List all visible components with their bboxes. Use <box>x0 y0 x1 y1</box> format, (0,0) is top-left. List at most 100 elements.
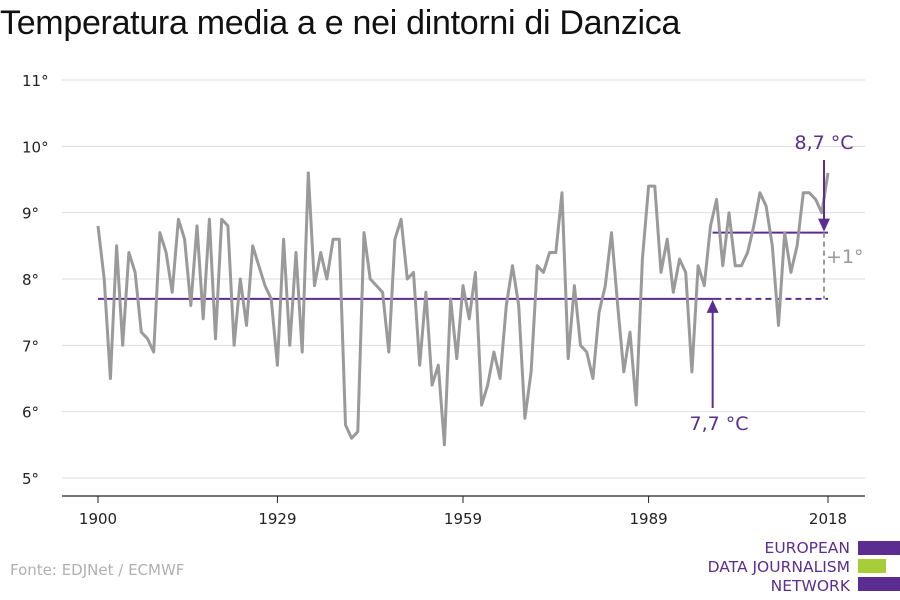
annotation-difference: +1° <box>826 246 864 268</box>
data-point <box>276 364 278 366</box>
annotation-layer: 8,7 °C 7,7 °C +1° <box>689 132 863 435</box>
data-point <box>487 384 489 386</box>
data-point <box>821 211 823 213</box>
data-point <box>790 271 792 273</box>
data-point <box>783 231 785 233</box>
data-point <box>245 324 247 326</box>
data-point <box>134 271 136 273</box>
data-point <box>610 231 612 233</box>
arrow-recent-head <box>818 218 830 232</box>
data-point <box>122 344 124 346</box>
grid-layer <box>62 79 865 479</box>
data-point <box>697 265 699 267</box>
data-point <box>227 225 229 227</box>
chart-title: Temperatura media a e nei dintorni di Da… <box>0 4 681 42</box>
data-point <box>517 304 519 306</box>
data-point <box>418 364 420 366</box>
data-point <box>709 225 711 227</box>
data-point <box>289 344 291 346</box>
data-point <box>530 371 532 373</box>
data-point <box>660 271 662 273</box>
data-point <box>641 258 643 260</box>
data-point <box>753 225 755 227</box>
data-point <box>592 377 594 379</box>
data-point <box>140 331 142 333</box>
data-point <box>480 404 482 406</box>
data-point <box>524 417 526 419</box>
data-point <box>208 218 210 220</box>
data-point <box>338 238 340 240</box>
data-point <box>598 311 600 313</box>
data-point <box>239 278 241 280</box>
data-point <box>177 218 179 220</box>
data-point <box>722 265 724 267</box>
data-point <box>678 258 680 260</box>
data-point <box>511 265 513 267</box>
data-point <box>734 265 736 267</box>
source-note: Fonte: EDJNet / ECMWF <box>10 561 185 579</box>
data-point <box>190 304 192 306</box>
data-point <box>128 251 130 253</box>
data-point <box>777 324 779 326</box>
data-point <box>295 251 297 253</box>
data-point <box>765 205 767 207</box>
data-point <box>703 284 705 286</box>
data-point <box>437 364 439 366</box>
data-point <box>109 377 111 379</box>
data-point <box>548 251 550 253</box>
y-tick-label: 5° <box>22 470 39 488</box>
data-point <box>97 225 99 227</box>
x-tick-label: 1959 <box>444 510 482 528</box>
logo-bar-purple-1 <box>858 541 900 555</box>
data-point <box>388 351 390 353</box>
data-point <box>616 304 618 306</box>
data-point <box>196 225 198 227</box>
data-point <box>666 238 668 240</box>
data-point <box>159 231 161 233</box>
data-point <box>542 271 544 273</box>
data-point <box>183 238 185 240</box>
y-tick-label: 11° <box>22 72 49 90</box>
x-tick-label: 1929 <box>258 510 296 528</box>
data-point <box>282 238 284 240</box>
data-point <box>468 318 470 320</box>
data-point <box>146 338 148 340</box>
data-point <box>555 251 557 253</box>
data-point <box>746 251 748 253</box>
data-point <box>221 218 223 220</box>
data-point <box>344 424 346 426</box>
data-point <box>771 245 773 247</box>
data-point <box>505 304 507 306</box>
data-point <box>493 351 495 353</box>
data-point <box>307 172 309 174</box>
edjnet-logo[interactable]: EUROPEAN DATA JOURNALISM NETWORK <box>700 539 900 595</box>
data-point <box>375 284 377 286</box>
data-point <box>759 192 761 194</box>
data-point <box>456 357 458 359</box>
data-point <box>579 344 581 346</box>
data-point <box>400 218 402 220</box>
series-layer <box>96 171 830 447</box>
x-tick-label: 1900 <box>79 510 117 528</box>
data-point <box>301 351 303 353</box>
data-point <box>536 265 538 267</box>
arrow-baseline-head <box>706 299 719 313</box>
data-point <box>369 278 371 280</box>
data-point <box>604 284 606 286</box>
data-point <box>796 245 798 247</box>
data-point <box>381 291 383 293</box>
x-tick-label: 2018 <box>809 510 847 528</box>
y-tick-label: 7° <box>22 337 39 355</box>
data-point <box>740 265 742 267</box>
data-point <box>623 371 625 373</box>
logo-line-1: EUROPEAN <box>764 539 850 557</box>
data-point <box>332 238 334 240</box>
data-point <box>462 284 464 286</box>
data-point <box>499 377 501 379</box>
data-point <box>202 318 204 320</box>
data-point <box>715 198 717 200</box>
data-point <box>586 351 588 353</box>
data-point <box>567 357 569 359</box>
data-point <box>691 371 693 373</box>
